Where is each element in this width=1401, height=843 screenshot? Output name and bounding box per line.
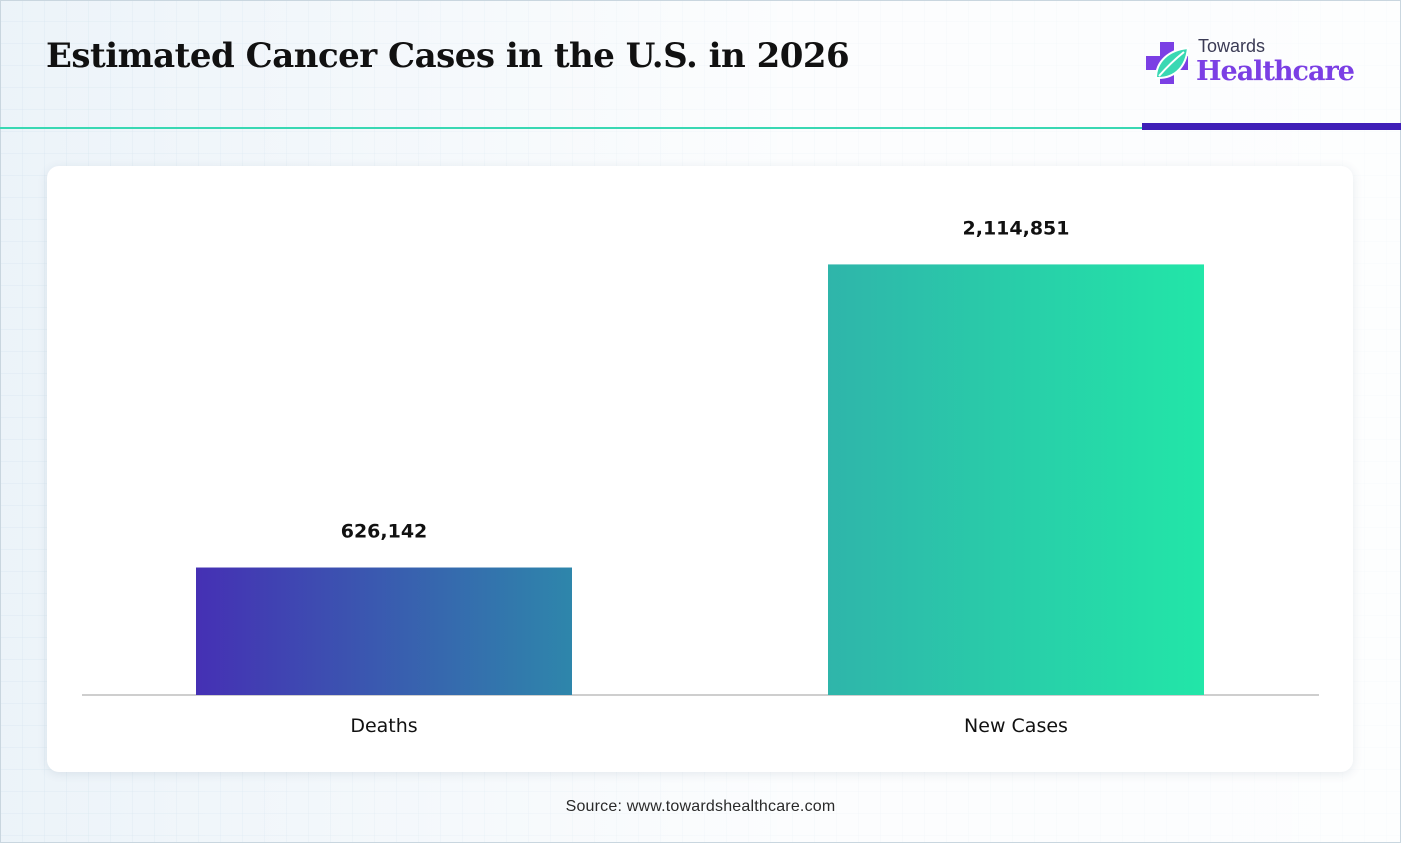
x-tick-label-new-cases: New Cases (964, 715, 1068, 737)
data-label-deaths: 626,142 (341, 521, 428, 543)
bar-new-cases (828, 264, 1204, 695)
source-note: Source: www.towardshealthcare.com (565, 798, 836, 815)
logo-text-towards: Towards (1198, 36, 1266, 56)
towards-healthcare-logo: Towards Healthcare (1144, 36, 1364, 94)
bar-chart: 626,142 Deaths 2,114,851 New Cases (82, 217, 1319, 737)
header-divider (0, 127, 1142, 129)
data-label-new-cases: 2,114,851 (963, 217, 1070, 239)
bar-deaths (196, 567, 572, 695)
x-tick-label-deaths: Deaths (350, 715, 417, 737)
logo-text-healthcare: Healthcare (1196, 56, 1355, 87)
header-accent-bar (1142, 123, 1401, 130)
chart-card: 626,142 Deaths 2,114,851 New Cases (47, 166, 1353, 772)
page-title: Estimated Cancer Cases in the U.S. in 20… (46, 36, 850, 76)
medical-cross-leaf-icon (1146, 42, 1190, 84)
logo-leaf-vein (1158, 51, 1185, 77)
